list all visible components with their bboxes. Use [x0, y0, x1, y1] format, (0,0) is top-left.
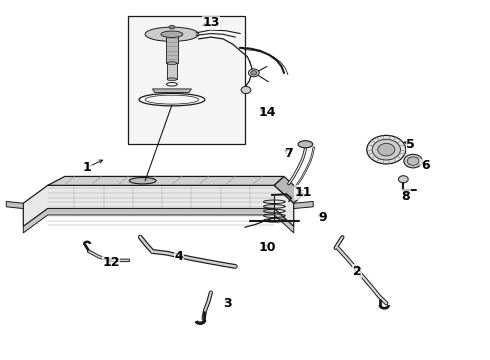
Ellipse shape: [145, 27, 199, 41]
Ellipse shape: [169, 25, 175, 29]
Polygon shape: [152, 89, 192, 93]
Ellipse shape: [372, 139, 400, 160]
Text: 14: 14: [258, 105, 276, 119]
Text: 3: 3: [223, 297, 232, 310]
Ellipse shape: [404, 154, 422, 168]
Ellipse shape: [367, 135, 406, 164]
Ellipse shape: [167, 78, 177, 81]
Ellipse shape: [167, 62, 177, 64]
Text: 8: 8: [401, 190, 410, 203]
Polygon shape: [24, 185, 294, 226]
Ellipse shape: [241, 86, 251, 94]
Text: 5: 5: [406, 138, 415, 151]
Text: 11: 11: [294, 186, 312, 199]
Text: 10: 10: [258, 241, 276, 255]
Ellipse shape: [407, 157, 419, 165]
Ellipse shape: [398, 176, 408, 183]
Text: 1: 1: [82, 161, 91, 174]
Polygon shape: [274, 176, 303, 203]
Text: 4: 4: [175, 250, 184, 263]
Ellipse shape: [161, 31, 183, 37]
Polygon shape: [6, 202, 24, 208]
Text: 13: 13: [202, 16, 220, 29]
Text: 6: 6: [421, 159, 430, 172]
Text: 9: 9: [318, 211, 327, 224]
Polygon shape: [166, 35, 178, 63]
Text: 7: 7: [285, 147, 293, 160]
Text: 2: 2: [353, 265, 362, 278]
Ellipse shape: [129, 177, 156, 184]
Polygon shape: [24, 208, 294, 233]
Polygon shape: [48, 176, 284, 185]
Polygon shape: [294, 202, 313, 208]
Ellipse shape: [248, 69, 259, 77]
Text: 12: 12: [102, 256, 120, 269]
Ellipse shape: [251, 71, 257, 75]
Polygon shape: [167, 63, 177, 79]
Ellipse shape: [298, 141, 313, 148]
Bar: [128, 16, 245, 144]
Ellipse shape: [378, 143, 395, 156]
